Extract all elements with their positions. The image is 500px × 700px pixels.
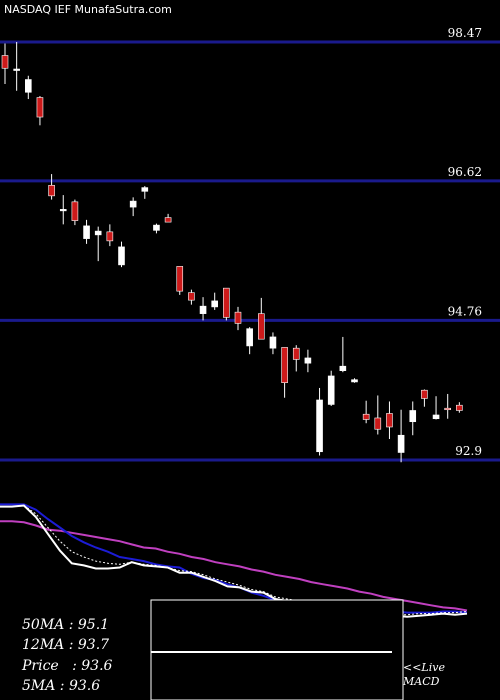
candle-body <box>13 68 20 71</box>
candle-body <box>24 79 32 93</box>
candle-body <box>83 225 90 239</box>
y-tick-label: 96.62 <box>448 165 482 179</box>
price-label: Price <box>22 658 59 674</box>
candle-body <box>327 375 335 405</box>
candle-body <box>188 292 195 301</box>
candle-body <box>351 379 358 383</box>
candle-body <box>269 336 277 349</box>
candle-body <box>397 434 405 453</box>
live-label: <<Live <box>403 661 445 674</box>
candle-body <box>106 231 114 242</box>
candle-body <box>48 185 55 197</box>
candle-body <box>129 200 137 208</box>
candle-body <box>59 209 67 212</box>
macd-label: MACD <box>403 675 440 688</box>
gridlines <box>0 40 500 462</box>
candle-body <box>409 410 417 423</box>
candle-body <box>421 389 428 399</box>
price-value: 93.6 <box>81 658 113 674</box>
chart-title: NASDAQ IEF MunafaSutra.com <box>4 3 172 16</box>
candle-body <box>444 407 452 411</box>
candle-body <box>211 300 218 308</box>
candle-body <box>456 404 463 411</box>
candle-body <box>246 328 253 347</box>
ma50-value: 95.1 <box>77 617 110 633</box>
candle-body <box>374 417 382 430</box>
price-row: Price : 93.6 <box>22 658 113 674</box>
ma12-row: 12MA : 93.7 <box>22 637 110 653</box>
candle-body <box>292 347 300 360</box>
macd-box <box>150 599 404 700</box>
candle-body <box>281 347 288 384</box>
ma-blue-line <box>0 503 468 614</box>
candle-body <box>176 266 184 292</box>
candle-body <box>118 246 125 266</box>
y-axis-labels: 98.47 96.62 94.76 92.9 <box>448 26 482 458</box>
ma5-label: 5MA <box>22 678 56 694</box>
candle-body <box>362 413 370 420</box>
candle-body <box>223 287 230 318</box>
candle-body <box>304 357 312 364</box>
candle-body <box>257 313 265 340</box>
ma5-value: 93.6 <box>68 678 101 694</box>
candle-body <box>1 55 9 69</box>
ma50-label: 50MA <box>22 617 65 633</box>
candle-body <box>234 311 242 324</box>
candle-body <box>94 230 102 236</box>
ma12-label: 12MA <box>22 637 65 653</box>
candles <box>1 42 463 463</box>
ma12-value: 93.7 <box>77 637 110 653</box>
candle-body <box>36 97 44 118</box>
ma-magenta-line <box>0 520 468 612</box>
candle-body <box>164 217 172 223</box>
candle-body <box>141 187 149 192</box>
candle-body <box>199 305 207 314</box>
candle-body <box>316 399 323 453</box>
candle-body <box>386 413 393 428</box>
candle-body <box>71 201 79 221</box>
candle-body <box>153 224 160 231</box>
candle-body <box>339 365 347 371</box>
y-tick-label: 92.9 <box>455 444 482 458</box>
ma5-row: 5MA : 93.6 <box>22 678 101 694</box>
y-tick-label: 94.76 <box>448 304 482 318</box>
candle-body <box>432 414 440 420</box>
ma50-row: 50MA : 95.1 <box>22 617 110 633</box>
y-tick-label: 98.47 <box>448 26 482 40</box>
